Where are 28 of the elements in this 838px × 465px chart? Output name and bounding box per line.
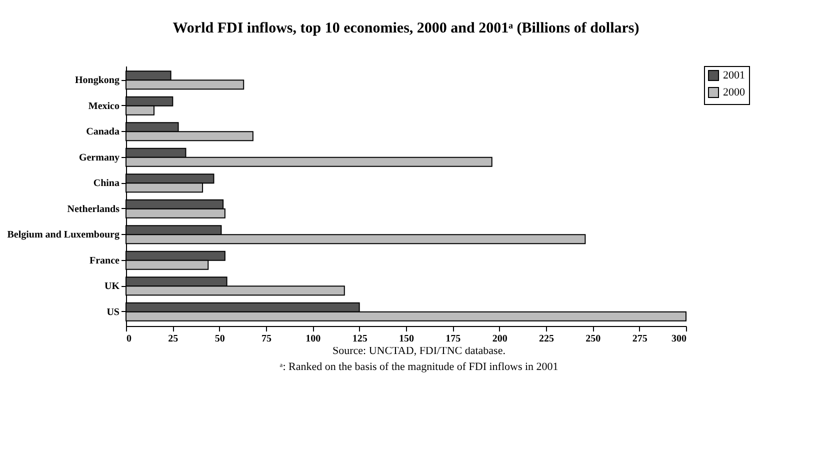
- x-tick-label: 225: [539, 334, 554, 344]
- source-note: Source: UNCTAD, FDI/TNC database.: [332, 345, 506, 357]
- x-tick-label: 25: [168, 334, 178, 344]
- x-tick-label: 275: [632, 334, 648, 344]
- x-tick-label: 75: [262, 334, 272, 344]
- x-tick-label: 300: [672, 334, 686, 344]
- y-tick-label: Netherlands: [67, 204, 120, 215]
- x-tick-label: 150: [399, 334, 414, 344]
- x-tick-label: 0: [126, 334, 132, 344]
- y-tick-label: Belgium and Luxembourg: [7, 230, 120, 241]
- x-tick-label: 125: [352, 334, 368, 344]
- y-tick-label: Germany: [78, 152, 120, 164]
- y-tick-label: France: [90, 255, 120, 266]
- y-tick-label: US: [106, 306, 120, 318]
- x-tick-label: 250: [586, 334, 601, 344]
- y-tick-label: Mexico: [88, 100, 120, 112]
- x-tick-label: 200: [492, 334, 508, 344]
- x-tick-label: 175: [446, 334, 461, 344]
- y-tick-label: Canada: [86, 126, 120, 138]
- chart-title: World FDI inflows, top 10 economies, 2000 and 2001ᵃ (Billions of dollars): [172, 20, 640, 36]
- y-tick-label: UK: [104, 281, 120, 292]
- text: ᵃ: Ranked on the basis of the magnitude of FDI inflows in 2001: [278, 361, 560, 373]
- legend-label: 2000: [723, 86, 746, 98]
- y-tick-label: Hongkong: [75, 75, 120, 86]
- y-tick-label: China: [93, 178, 120, 190]
- x-tick-label: 50: [214, 334, 225, 344]
- x-tick-label: 100: [306, 334, 321, 344]
- legend-label: 2001: [723, 70, 745, 82]
